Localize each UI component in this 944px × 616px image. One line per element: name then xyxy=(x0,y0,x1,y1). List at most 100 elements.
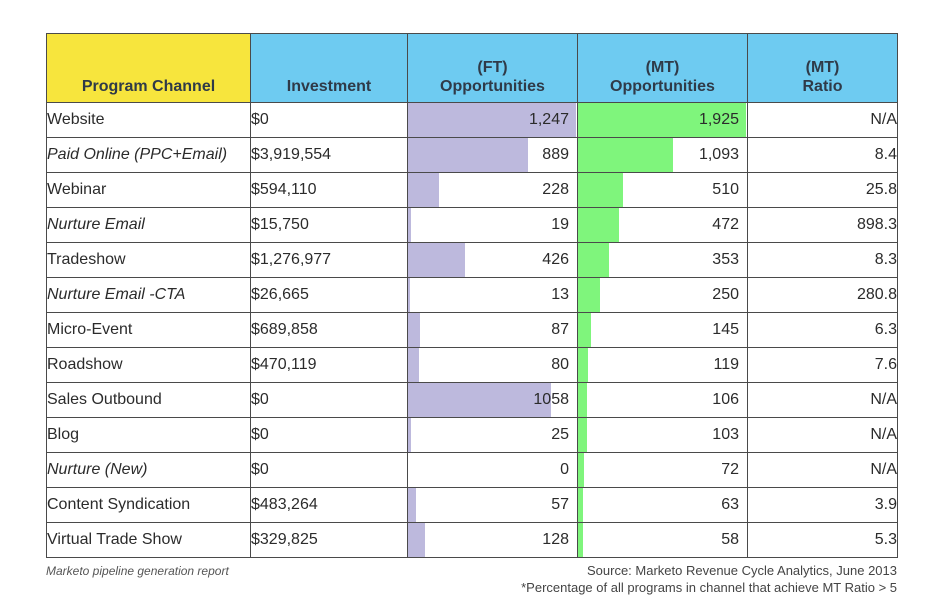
table-row: Nurture (New) $0 0 72 N/A xyxy=(46,452,898,488)
header-row: Program Channel Investment (FT) Opportun… xyxy=(46,33,898,103)
table-row: Sales Outbound $0 1058 106 N/A xyxy=(46,382,898,418)
ft-value: 0 xyxy=(560,461,569,478)
ft-bar xyxy=(408,313,420,347)
ft-value: 13 xyxy=(551,286,569,303)
mt-opportunities-cell: 472 xyxy=(577,207,748,243)
table-row: Content Syndication $483,264 57 63 3.9 xyxy=(46,487,898,523)
table-body: Website $0 1,247 1,925 N/A Paid Online (PPC+E… xyxy=(46,102,898,558)
investment-cell: $0 xyxy=(250,382,408,418)
table-row: Nurture Email $15,750 19 472 898.3 xyxy=(46,207,898,243)
investment-cell: $1,276,977 xyxy=(250,242,408,278)
channel-cell: Virtual Trade Show xyxy=(46,522,251,558)
ft-opportunities-cell: 889 xyxy=(407,137,578,173)
header-ft-line1: (FT) xyxy=(477,59,508,76)
ft-bar xyxy=(408,173,439,207)
ft-bar xyxy=(408,383,551,417)
mt-bar xyxy=(578,278,600,312)
ft-opportunities-cell: 1058 xyxy=(407,382,578,418)
ft-value: 25 xyxy=(551,426,569,443)
ratio-cell: N/A xyxy=(747,417,898,453)
ratio-cell: 7.6 xyxy=(747,347,898,383)
table-row: Micro-Event $689,858 87 145 6.3 xyxy=(46,312,898,348)
ft-value: 228 xyxy=(542,181,569,198)
table-row: Nurture Email -CTA $26,665 13 250 280.8 xyxy=(46,277,898,313)
mt-value: 72 xyxy=(721,461,739,478)
channel-cell: Micro-Event xyxy=(46,312,251,348)
ft-bar xyxy=(408,523,425,557)
ft-value: 1,247 xyxy=(528,111,569,128)
channel-cell: Nurture Email -CTA xyxy=(46,277,251,313)
mt-bar xyxy=(578,243,609,277)
ratio-cell: 5.3 xyxy=(747,522,898,558)
mt-value: 103 xyxy=(712,426,739,443)
channel-cell: Sales Outbound xyxy=(46,382,251,418)
mt-bar xyxy=(578,383,587,417)
investment-cell: $329,825 xyxy=(250,522,408,558)
ft-opportunities-cell: 57 xyxy=(407,487,578,523)
mt-opportunities-cell: 63 xyxy=(577,487,748,523)
ratio-cell: 280.8 xyxy=(747,277,898,313)
mt-opportunities-cell: 510 xyxy=(577,172,748,208)
mt-value: 106 xyxy=(712,391,739,408)
channel-cell: Website xyxy=(46,102,251,138)
ft-value: 426 xyxy=(542,251,569,268)
ft-opportunities-cell: 19 xyxy=(407,207,578,243)
ft-opportunities-cell: 426 xyxy=(407,242,578,278)
mt-value: 1,925 xyxy=(698,111,739,128)
header-mt-ratio: (MT) Ratio xyxy=(747,33,898,103)
mt-bar xyxy=(578,453,584,487)
header-ratio-line2: Ratio xyxy=(802,78,843,95)
ratio-cell: N/A xyxy=(747,452,898,488)
ft-opportunities-cell: 1,247 xyxy=(407,102,578,138)
mt-opportunities-cell: 58 xyxy=(577,522,748,558)
investment-cell: $594,110 xyxy=(250,172,408,208)
ft-opportunities-cell: 13 xyxy=(407,277,578,313)
investment-cell: $0 xyxy=(250,417,408,453)
channel-cell: Roadshow xyxy=(46,347,251,383)
channel-cell: Paid Online (PPC+Email) xyxy=(46,137,251,173)
ft-opportunities-cell: 128 xyxy=(407,522,578,558)
channel-cell: Nurture Email xyxy=(46,207,251,243)
ratio-cell: 8.3 xyxy=(747,242,898,278)
ft-value: 128 xyxy=(542,531,569,548)
report-caption: Marketo pipeline generation report xyxy=(46,564,229,578)
mt-value: 119 xyxy=(713,356,739,373)
footnote-line: *Percentage of all programs in channel t… xyxy=(521,580,897,595)
ft-bar xyxy=(408,278,410,312)
mt-value: 250 xyxy=(712,286,739,303)
mt-bar xyxy=(578,488,583,522)
mt-bar xyxy=(578,208,619,242)
investment-cell: $689,858 xyxy=(250,312,408,348)
mt-value: 353 xyxy=(712,251,739,268)
header-program-channel: Program Channel xyxy=(46,33,251,103)
table-row: Website $0 1,247 1,925 N/A xyxy=(46,102,898,138)
ft-value: 1058 xyxy=(533,391,569,408)
ratio-cell: 6.3 xyxy=(747,312,898,348)
mt-opportunities-cell: 103 xyxy=(577,417,748,453)
mt-opportunities-cell: 1,093 xyxy=(577,137,748,173)
ratio-cell: 3.9 xyxy=(747,487,898,523)
mt-bar xyxy=(578,103,746,137)
mt-bar xyxy=(578,173,623,207)
ft-bar xyxy=(408,208,411,242)
channel-cell: Nurture (New) xyxy=(46,452,251,488)
source-line: Source: Marketo Revenue Cycle Analytics,… xyxy=(586,563,897,578)
mt-opportunities-cell: 250 xyxy=(577,277,748,313)
ft-opportunities-cell: 25 xyxy=(407,417,578,453)
header-ratio-line1: (MT) xyxy=(805,59,840,76)
investment-cell: $3,919,554 xyxy=(250,137,408,173)
ratio-cell: N/A xyxy=(747,102,898,138)
ft-value: 19 xyxy=(551,216,569,233)
ft-bar xyxy=(408,348,419,382)
investment-cell: $15,750 xyxy=(250,207,408,243)
mt-value: 145 xyxy=(712,321,739,338)
pipeline-table: Program Channel Investment (FT) Opportun… xyxy=(46,33,898,558)
mt-opportunities-cell: 145 xyxy=(577,312,748,348)
header-mt-line1: (MT) xyxy=(645,59,680,76)
investment-cell: $470,119 xyxy=(250,347,408,383)
header-investment: Investment xyxy=(250,33,408,103)
channel-cell: Tradeshow xyxy=(46,242,251,278)
mt-bar xyxy=(578,418,587,452)
mt-value: 510 xyxy=(712,181,739,198)
mt-opportunities-cell: 119 xyxy=(577,347,748,383)
